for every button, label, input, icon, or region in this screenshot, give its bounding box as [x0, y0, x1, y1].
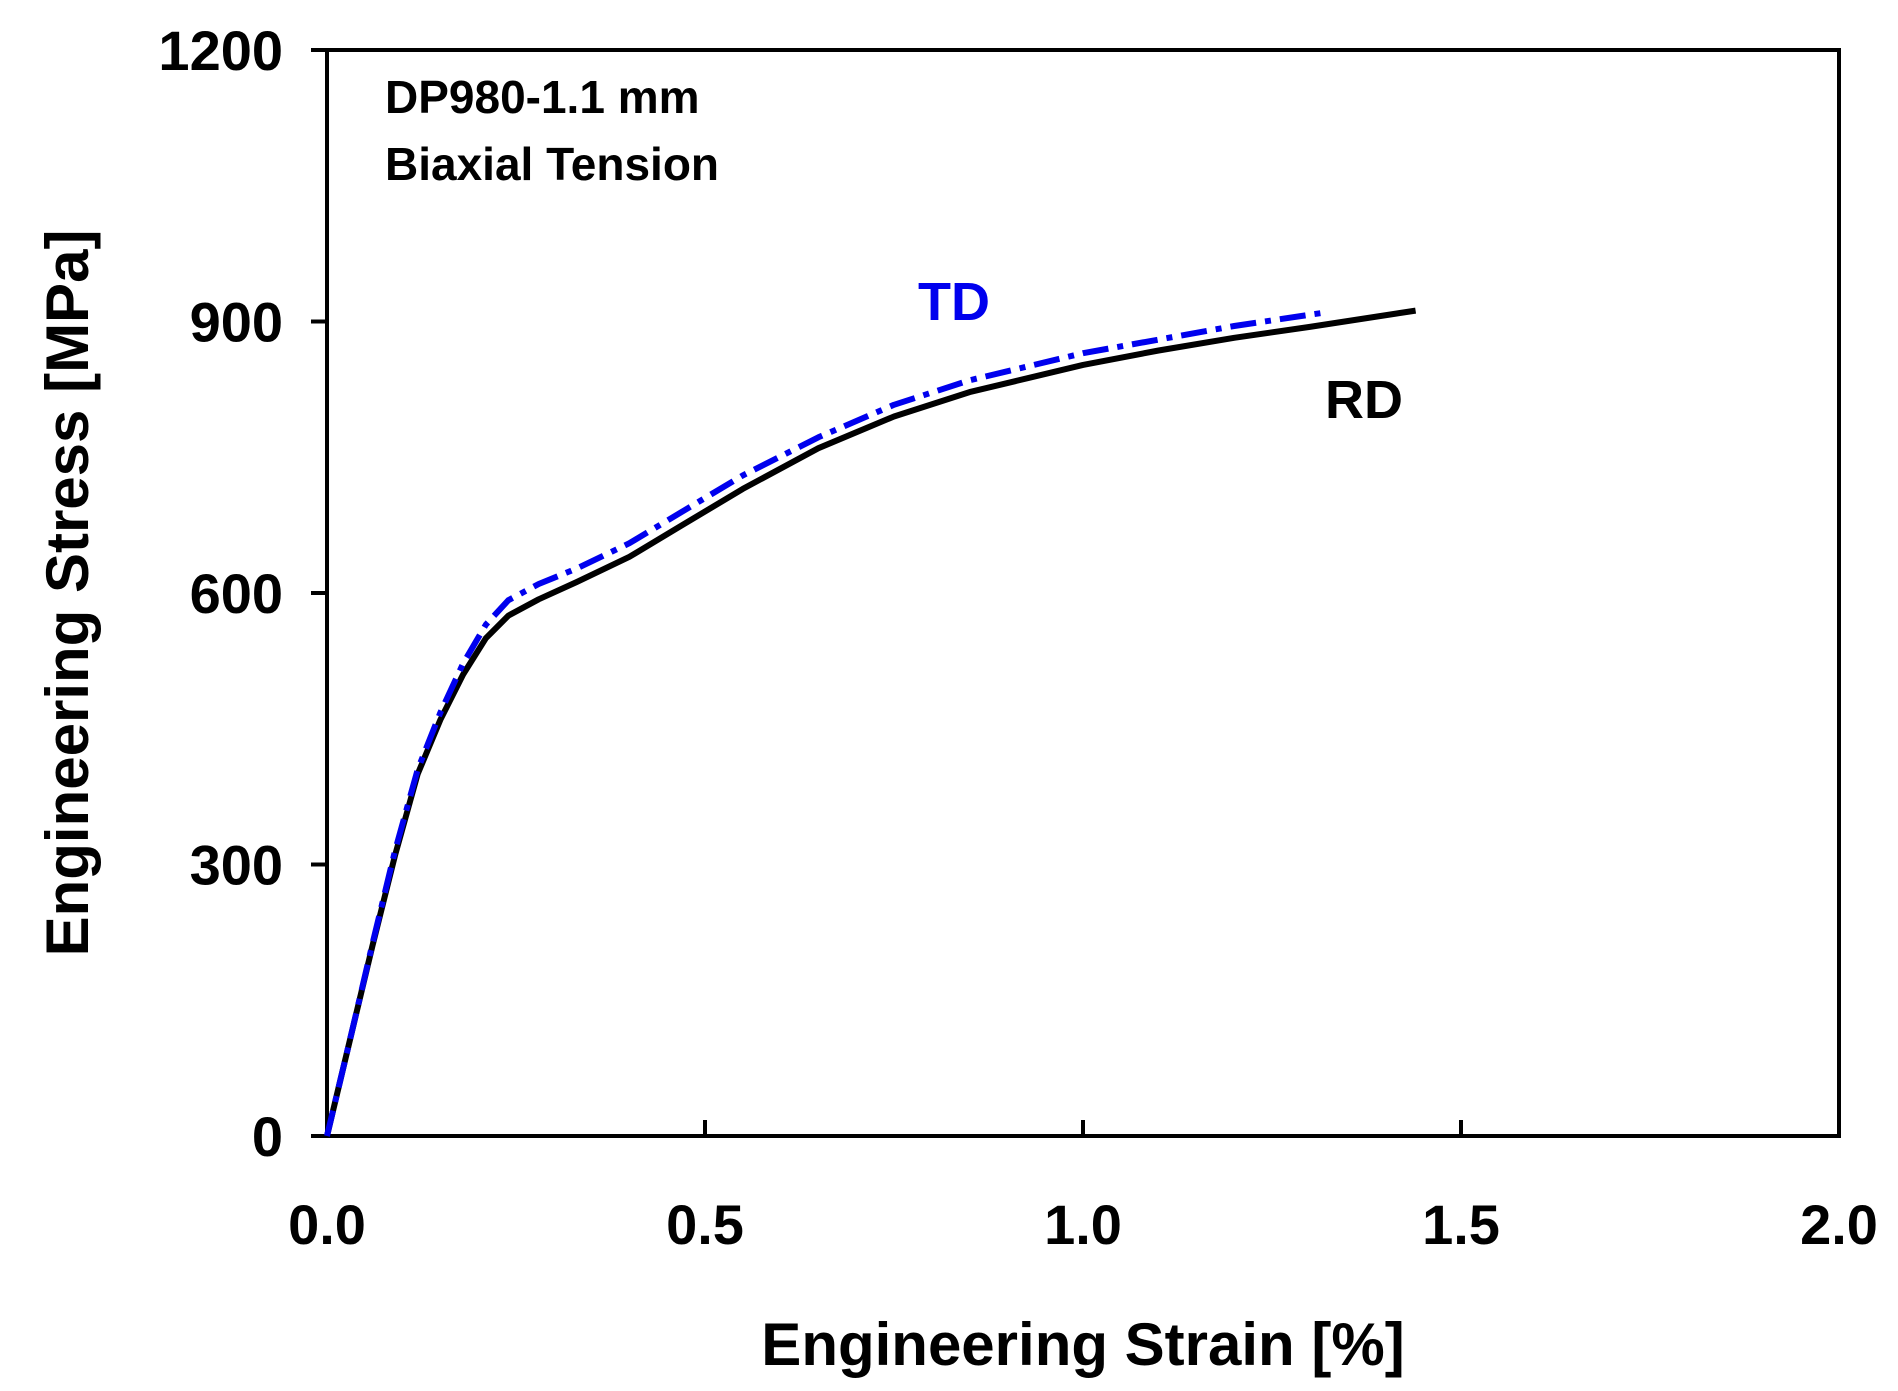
- series-label-td: TD: [918, 272, 990, 332]
- series-layer: [324, 307, 1417, 1137]
- y-tick-labels: 0 300 600 900 1200: [158, 19, 283, 1168]
- x-tick-labels: 0.0 0.5 1.0 1.5 2.0: [288, 1193, 1878, 1256]
- y-tick-label-1: 300: [190, 834, 283, 897]
- x-tick-label-0: 0.0: [288, 1193, 366, 1256]
- annotation-test-type: Biaxial Tension: [385, 138, 719, 190]
- y-tick-label-0: 0: [252, 1105, 283, 1168]
- x-tick-label-4: 2.0: [1800, 1193, 1878, 1256]
- axis-ticks: [311, 48, 1841, 1138]
- x-tick-label-3: 1.5: [1422, 1193, 1500, 1256]
- series-line-td: [324, 309, 1326, 1137]
- y-tick-label-2: 600: [190, 562, 283, 625]
- annotation-material: DP980-1.1 mm: [385, 71, 700, 123]
- series-label-rd: RD: [1325, 370, 1403, 430]
- y-axis-title: Engineering Stress [MPa]: [34, 230, 101, 957]
- x-axis-title: Engineering Strain [%]: [761, 1311, 1404, 1378]
- x-tick-label-1: 0.5: [666, 1193, 744, 1256]
- y-tick-label-4: 1200: [158, 19, 283, 82]
- x-tick-label-2: 1.0: [1044, 1193, 1122, 1256]
- series-line-rd: [324, 307, 1417, 1137]
- y-tick-label-3: 900: [190, 291, 283, 354]
